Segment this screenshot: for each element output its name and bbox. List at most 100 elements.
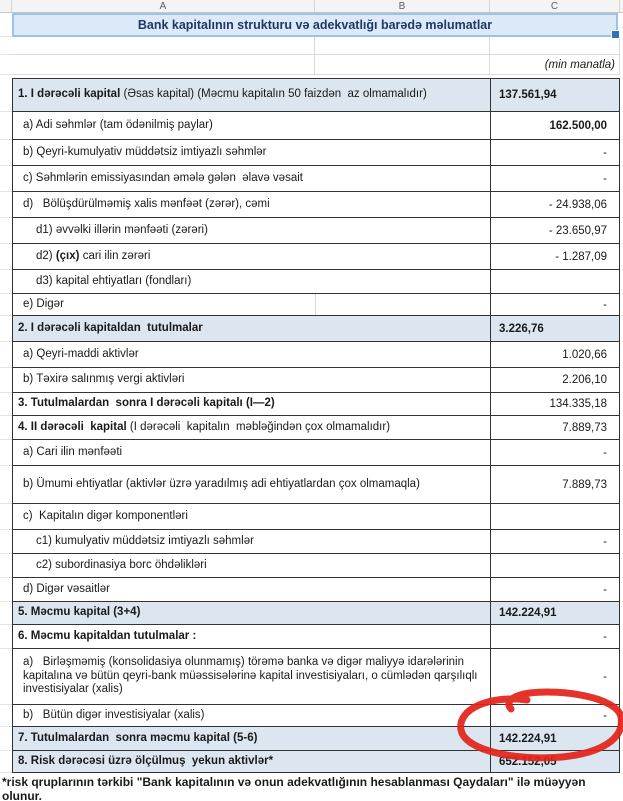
row-value-cell[interactable]: 3.226,76 [490,316,620,342]
selection-fill-handle[interactable] [611,30,620,39]
row-label-cell[interactable]: a) Adi səhmlər (tam ödənilmiş paylar) [12,112,490,140]
row-label-cell[interactable]: a) Birləşməmiş (konsolidasiya olunmamış)… [12,649,490,705]
column-header-c[interactable]: C [490,0,620,12]
row-label-text: c) Kapitalın digər komponentləri [23,509,188,522]
row-label-cell[interactable]: c2) subordinasiya borc öhdəlikləri [12,554,490,578]
report-title-cell[interactable]: Bank kapitalının strukturu və adekvatlığ… [12,13,620,39]
row-label-cell[interactable]: c) Səhmlərin emissiyasından əmələ gələn … [12,166,490,192]
row-label-cell[interactable]: a) Qeyri-maddi aktivlər [12,342,490,368]
row-label-cell[interactable]: 3. Tutulmalardan sonra I dərəcəli kapita… [12,393,490,416]
row-label-cell[interactable]: 4. II dərəcəli kapital (I dərəcəli kapit… [12,416,490,440]
row-value-cell[interactable]: 134.335,18 [490,393,620,416]
row-label-text: (Əsas kapital) (Məcmu kapitalın 50 faizd… [123,88,427,101]
row-label-cell[interactable]: d) Bölüşdürülməmiş xalis mənfəət (zərər)… [12,192,490,218]
row-label-cell[interactable]: 5. Məcmu kapital (3+4) [12,602,490,625]
row-label-cell[interactable]: c) Kapitalın digər komponentləri [12,504,490,530]
row-value-cell[interactable]: 7.889,73 [490,466,620,504]
row-value-cell[interactable] [490,504,620,530]
row-value-cell[interactable] [490,554,620,578]
row-value-cell[interactable]: - [490,166,620,192]
column-header-a[interactable]: A [12,0,315,12]
empty-row [0,37,623,55]
row-label-text: b) Qeyri-kumulyativ müddətsiz imtiyazlı … [23,145,267,158]
table-row: b) Təxirə salınmış vergi aktivləri 2.206… [0,368,623,393]
row-label-cell[interactable]: 2. I dərəcəli kapitaldan tutulmalar [12,316,490,342]
row-value-cell[interactable]: 137.561,94 [490,78,620,112]
row-label-cell[interactable]: e) Digər [12,294,490,316]
table-row: 6. Məcmu kapitaldan tutulmalar : - [0,625,623,649]
row-label-cell[interactable]: c1) kumulyativ müddətsiz imtiyazlı səhml… [12,530,490,554]
row-label-text: (çıx) [55,249,80,262]
row-margin [0,166,12,192]
page-title: Bank kapitalının strukturu və adekvatlığ… [137,18,493,32]
table-row: a) Cari ilin mənfəəti - [0,440,623,466]
row-value-cell[interactable]: - [490,705,620,727]
row-label-cell[interactable]: 7. Tutulmalardan sonra məcmu kapital (5-… [12,727,490,751]
row-margin [0,649,12,705]
table-row: b) Qeyri-kumulyativ müddətsiz imtiyazlı … [0,140,623,166]
unit-row: (min manatla) [0,55,623,75]
row-value-cell[interactable]: - 24.938,06 [490,192,620,218]
row-margin [0,554,12,578]
row-value-cell[interactable]: 1.020,66 [490,342,620,368]
row-label-cell[interactable]: d1) əvvəlki illərin mənfəəti (zərəri) [12,218,490,244]
row-label-cell[interactable]: 1. I dərəcəli kapital (Əsas kapital) (Mə… [12,78,490,112]
row-label-text: d1) əvvəlki illərin mənfəəti (zərəri) [36,223,208,236]
table-row: d1) əvvəlki illərin mənfəəti (zərəri) - … [0,218,623,244]
table-row: 7. Tutulmalardan sonra məcmu kapital (5-… [0,727,623,751]
row-value-cell[interactable]: 7.889,73 [490,416,620,440]
row-margin [0,368,12,393]
row-value-cell[interactable]: 2.206,10 [490,368,620,393]
row-value-cell[interactable]: 652.152,05 [490,751,620,773]
row-label-text: c1) kumulyativ müddətsiz imtiyazlı səhml… [36,534,254,547]
table-row: c1) kumulyativ müddətsiz imtiyazlı səhml… [0,530,623,554]
table-row: e) Digər - [0,294,623,316]
row-label-text: 6. Məcmu kapitaldan tutulmalar : [18,629,197,642]
capital-table: 1. I dərəcəli kapital (Əsas kapital) (Mə… [0,78,623,773]
column-header-b[interactable]: B [315,0,490,12]
row-margin [0,13,12,37]
row-value-cell[interactable]: 142.224,91 [490,727,620,751]
row-margin [0,602,12,625]
row-label-text: cari ilin zərəri [79,249,151,262]
row-value-cell[interactable]: - [490,625,620,649]
row-label-text: b) Ümumi ehtiyatlar (aktivlər üzrə yarad… [23,477,420,490]
row-margin [0,37,12,55]
empty-cell[interactable] [315,55,490,75]
empty-cell[interactable] [315,37,490,55]
row-value-cell[interactable]: - [490,578,620,602]
row-label-cell[interactable]: b) Ümumi ehtiyatlar (aktivlər üzrə yarad… [12,466,490,504]
empty-cell[interactable] [12,37,315,55]
row-value-cell[interactable]: - [490,140,620,166]
row-label-cell[interactable]: 8. Risk dərəcəsi üzrə ölçülmuş yekun akt… [12,751,490,773]
row-label-cell[interactable]: b) Qeyri-kumulyativ müddətsiz imtiyazlı … [12,140,490,166]
row-value-cell[interactable]: - [490,649,620,705]
footnote-text[interactable]: *risk qruplarının tərkibi "Bank kapitalı… [2,775,586,801]
row-margin [0,727,12,751]
row-value-cell[interactable]: - [490,440,620,466]
empty-cell[interactable] [490,37,620,55]
row-value-cell[interactable]: 142.224,91 [490,602,620,625]
row-label-text: b) Bütün digər investisiyalar (xalis) [23,708,205,721]
row-margin [0,751,12,773]
row-label-cell[interactable]: d2) (çıx) cari ilin zərəri [12,244,490,270]
table-row: b) Bütün digər investisiyalar (xalis) - [0,705,623,727]
table-row: d) Digər vəsaitlər - [0,578,623,602]
row-label-cell[interactable]: a) Cari ilin mənfəəti [12,440,490,466]
row-value-cell[interactable]: - [490,530,620,554]
row-label-cell[interactable]: 6. Məcmu kapitaldan tutulmalar : [12,625,490,649]
row-label-cell[interactable]: b) Bütün digər investisiyalar (xalis) [12,705,490,727]
row-value-cell[interactable]: - 23.650,97 [490,218,620,244]
row-label-cell[interactable]: b) Təxirə salınmış vergi aktivləri [12,368,490,393]
row-margin [0,294,12,316]
row-label-cell[interactable]: d3) kapital ehtiyatları (fondları) [12,270,490,294]
row-margin [0,625,12,649]
row-value-cell[interactable]: 162.500,00 [490,112,620,140]
row-value-cell[interactable] [490,270,620,294]
unit-note-cell[interactable]: (min manatla) [490,55,620,75]
row-value-cell[interactable]: - 1.287,09 [490,244,620,270]
row-label-cell[interactable]: d) Digər vəsaitlər [12,578,490,602]
row-value-cell[interactable]: - [490,294,620,316]
empty-cell[interactable] [12,55,315,75]
